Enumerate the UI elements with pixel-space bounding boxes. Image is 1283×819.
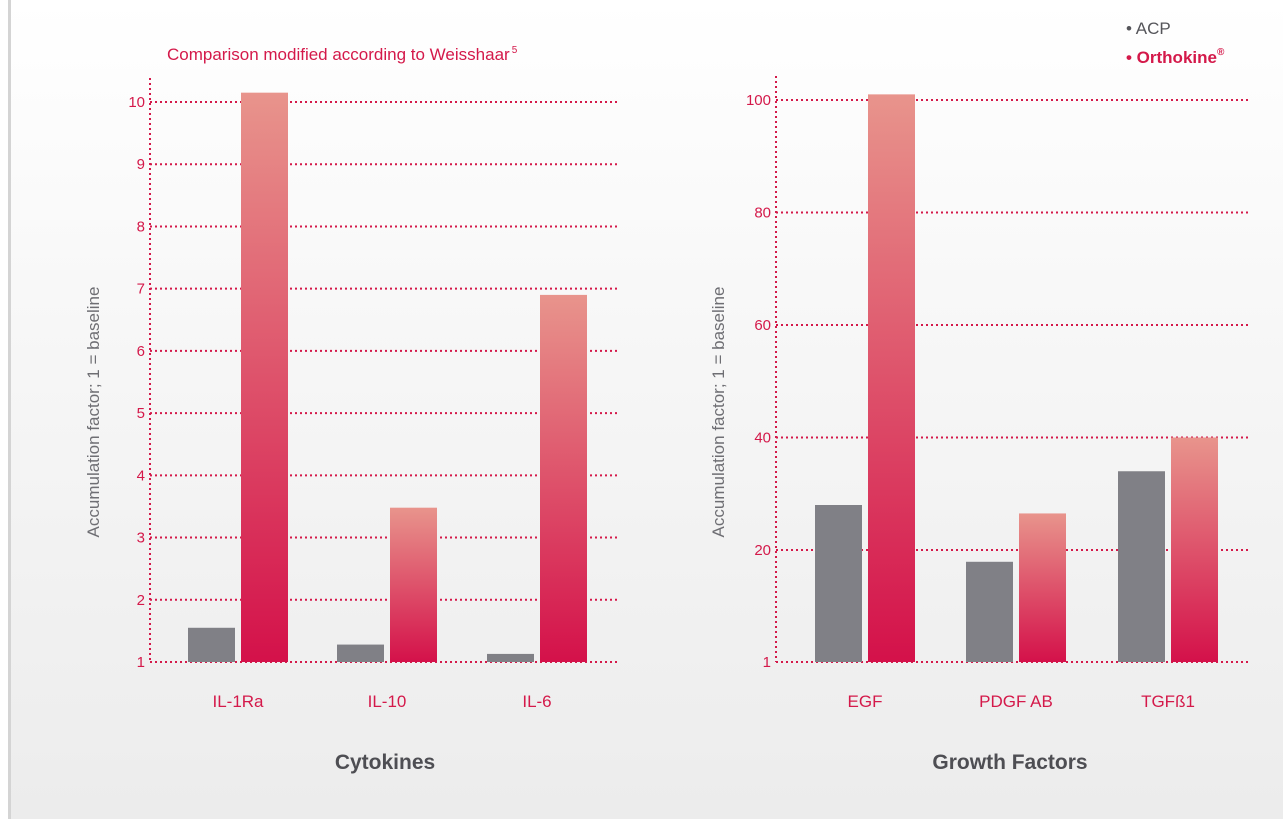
bar-acp-il-6 xyxy=(487,653,534,662)
y-tick-label: 4 xyxy=(137,467,145,484)
x-category-label: PDGF AB xyxy=(979,692,1053,711)
y-tick-label: 6 xyxy=(137,343,145,360)
bar-orthokine-tgf-1 xyxy=(1171,437,1218,662)
x-category-label: TGFß1 xyxy=(1141,692,1195,711)
y-tick-label: 20 xyxy=(754,542,771,559)
x-category-label: IL-6 xyxy=(522,692,551,711)
y-tick-label: 1 xyxy=(137,654,145,671)
chart-subtitle: Comparison modified according to Weissha… xyxy=(167,45,518,64)
categories-growth-factors: EGF PDGF AB TGFß1 xyxy=(848,692,1195,711)
bar-orthokine-egf xyxy=(868,94,915,662)
bar-orthokine-il-1ra xyxy=(241,92,288,662)
legend-orthokine-mark: ® xyxy=(1217,47,1225,58)
y-tick-label: 10 xyxy=(128,94,145,111)
bars-cytokines xyxy=(188,92,587,662)
bar-acp-tgf-1 xyxy=(1118,471,1165,662)
bar-orthokine-pdgf-ab xyxy=(1019,513,1066,662)
y-tick-label: 3 xyxy=(137,530,145,547)
x-category-label: EGF xyxy=(848,692,883,711)
chart-subtitle-sup: 5 xyxy=(512,45,518,56)
y-tick-label: 60 xyxy=(754,317,771,334)
y-axis-label-growth-factors: Accumulation factor; 1 = baseline xyxy=(709,287,728,538)
bar-orthokine-il-6 xyxy=(540,294,587,662)
y-tick-label: 9 xyxy=(137,156,145,173)
chart-cytokines: Comparison modified according to Weissha… xyxy=(84,45,620,774)
y-tick-label: 2 xyxy=(137,592,145,609)
group-label-growth-factors: Growth Factors xyxy=(932,751,1087,774)
y-ticks-growth-factors: 1 20 40 60 80 100 xyxy=(746,92,771,671)
bar-orthokine-il-10 xyxy=(390,507,437,662)
y-axis-label-cytokines: Accumulation factor; 1 = baseline xyxy=(84,287,103,538)
x-category-label: IL-10 xyxy=(368,692,407,711)
chart-panel-background xyxy=(8,0,1283,819)
chart-growth-factors: 1 20 40 60 80 100 EGF PDGF AB TGFß1 Accumulatio… xyxy=(709,76,1248,774)
group-label-cytokines: Cytokines xyxy=(335,751,435,774)
y-tick-label: 40 xyxy=(754,430,771,447)
chart-subtitle-text: Comparison modified according to Weissha… xyxy=(167,45,510,64)
bar-acp-egf xyxy=(815,505,862,662)
bar-acp-pdgf-ab xyxy=(966,561,1013,662)
y-ticks-cytokines: 1 2 3 4 5 6 7 8 9 10 xyxy=(128,94,145,671)
bar-acp-il-10 xyxy=(337,644,384,662)
bar-acp-il-1ra xyxy=(188,627,235,662)
y-tick-label: 5 xyxy=(137,405,145,422)
y-tick-label: 100 xyxy=(746,92,771,109)
y-tick-label: 7 xyxy=(137,281,145,298)
categories-cytokines: IL-1Ra IL-10 IL-6 xyxy=(212,692,551,711)
y-tick-label: 80 xyxy=(754,205,771,222)
x-category-label: IL-1Ra xyxy=(212,692,264,711)
y-tick-label: 8 xyxy=(137,218,145,235)
legend-acp: • ACP xyxy=(1126,19,1171,38)
bars-growth-factors xyxy=(815,94,1218,662)
legend-orthokine-label: • Orthokine xyxy=(1126,48,1217,67)
y-tick-label: 1 xyxy=(763,654,771,671)
legend-orthokine: • Orthokine® xyxy=(1126,47,1225,67)
